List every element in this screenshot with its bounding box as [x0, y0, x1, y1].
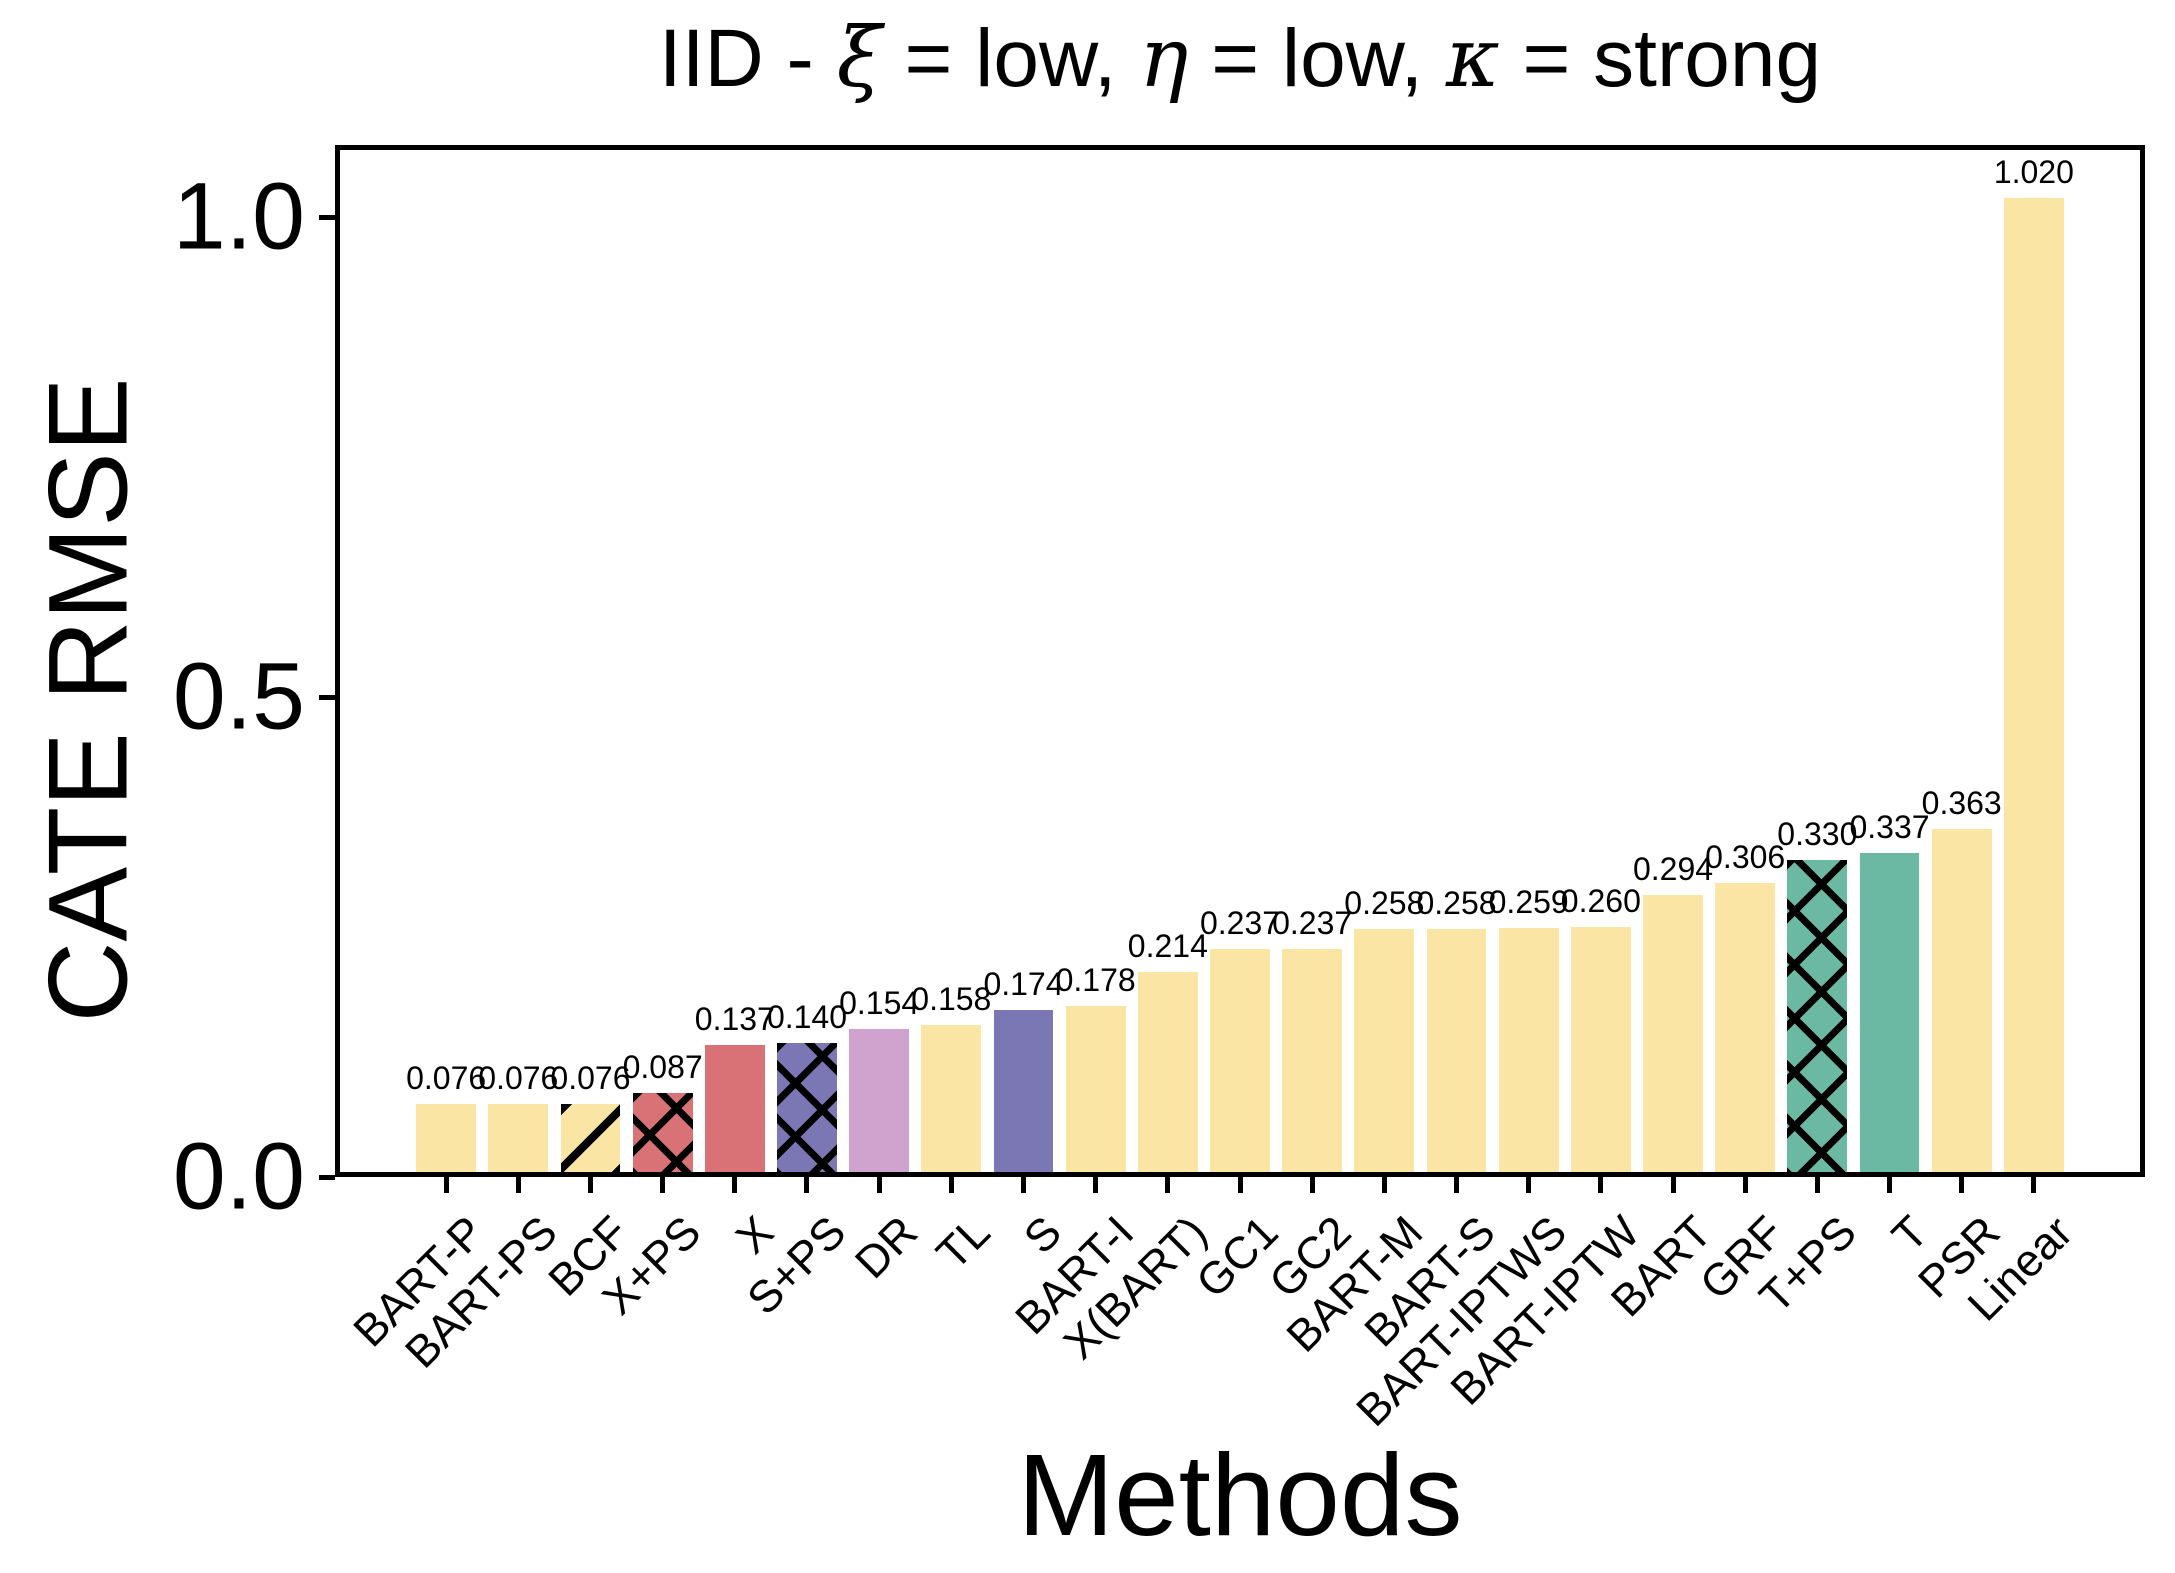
- title-text: = low,: [1188, 13, 1446, 104]
- bar-value-label: 0.178: [1055, 962, 1136, 999]
- bar-GC2: [1282, 949, 1343, 1177]
- bar-S+PS: [777, 1042, 837, 1177]
- x-tick: [2031, 1177, 2037, 1193]
- bar-value-label: 1.020: [1993, 153, 2074, 190]
- y-tick-label: 1.0: [172, 163, 305, 270]
- x-tick-label: DR: [845, 1206, 928, 1289]
- x-tick: [948, 1177, 954, 1193]
- x-tick: [1814, 1177, 1820, 1193]
- bar-value-label: 0.294: [1632, 850, 1714, 887]
- bar-value-label: 0.237: [1272, 905, 1353, 942]
- x-tick: [1742, 1177, 1748, 1193]
- y-tick: [319, 1174, 335, 1180]
- bar-value-label: 0.258: [1344, 885, 1425, 922]
- x-tick: [1598, 1177, 1604, 1193]
- bar-BART-P: [416, 1104, 477, 1177]
- title-text: = strong: [1499, 13, 1822, 104]
- bar-value-label: 0.259: [1488, 884, 1569, 921]
- bar-value-label: 0.306: [1705, 839, 1786, 876]
- bar-T: [1859, 853, 1920, 1177]
- y-tick-label: 0.5: [172, 643, 305, 750]
- bar-value-label: 0.260: [1560, 883, 1641, 920]
- y-tick: [319, 694, 335, 700]
- x-tick: [1020, 1177, 1026, 1193]
- bar-PSR: [1931, 828, 1992, 1177]
- bar-value-label: 0.137: [694, 1001, 775, 1038]
- bar-value-label: 0.076: [550, 1060, 631, 1097]
- y-axis-label: CATE RMSE: [25, 377, 151, 1023]
- x-tick: [515, 1177, 521, 1193]
- bar-value-label: 0.363: [1921, 784, 2002, 821]
- bar-DR: [849, 1029, 910, 1177]
- bar-T+PS: [1787, 860, 1848, 1177]
- bar-value-label: 0.337: [1849, 809, 1930, 846]
- y-tick-label: 0.0: [172, 1123, 305, 1230]
- bar-BART-IPTWS: [1498, 928, 1559, 1177]
- x-tick: [1887, 1177, 1893, 1193]
- x-tick: [1309, 1177, 1315, 1193]
- bar-BART-I: [1065, 1006, 1126, 1177]
- x-tick: [876, 1177, 882, 1193]
- x-tick: [660, 1177, 666, 1193]
- bar-value-label: 0.330: [1777, 816, 1858, 853]
- bar-BART: [1643, 894, 1703, 1177]
- x-tick: [1093, 1177, 1099, 1193]
- bar-value-label: 0.237: [1199, 905, 1281, 942]
- bar-BCF: [560, 1104, 621, 1177]
- plot-area: [335, 145, 2145, 1177]
- title-greek-letter: κ: [1445, 11, 1500, 106]
- bar-BART-PS: [488, 1104, 549, 1177]
- bar-value-label: 0.087: [622, 1049, 703, 1086]
- bar-value-label: 0.258: [1416, 885, 1497, 922]
- bar-Linear: [2003, 197, 2064, 1177]
- title-greek-letter: η: [1139, 11, 1189, 106]
- x-tick: [732, 1177, 738, 1193]
- bar-value-label: 0.154: [839, 985, 920, 1022]
- x-tick: [804, 1177, 810, 1193]
- y-tick: [319, 214, 335, 220]
- bar-S: [993, 1009, 1054, 1177]
- bar-value-label: 0.158: [911, 981, 992, 1018]
- bar-BART-IPTW: [1570, 927, 1631, 1177]
- x-tick-label: TL: [926, 1206, 1000, 1280]
- x-tick: [1959, 1177, 1965, 1193]
- bar-value-label: 0.140: [766, 998, 848, 1035]
- x-tick: [587, 1177, 593, 1193]
- bar-X: [704, 1045, 765, 1177]
- bar-value-label: 0.076: [478, 1060, 559, 1097]
- bar-BART-S: [1426, 929, 1487, 1177]
- chart-title: IID - ξ = low, η = low, κ = strong: [335, 11, 2145, 106]
- bar-value-label: 0.076: [406, 1060, 487, 1097]
- bar-GRF: [1715, 883, 1776, 1177]
- bar-X(BART): [1137, 971, 1198, 1177]
- bar-value-label: 0.174: [983, 965, 1064, 1002]
- bar-BART-M: [1354, 929, 1415, 1177]
- x-tick: [1381, 1177, 1387, 1193]
- bar-TL: [921, 1025, 982, 1177]
- title-text: IID -: [658, 13, 837, 104]
- bar-value-label: 0.214: [1127, 927, 1208, 964]
- bar-X+PS: [632, 1093, 693, 1177]
- x-tick: [1165, 1177, 1171, 1193]
- x-tick: [443, 1177, 449, 1193]
- x-tick: [1670, 1177, 1676, 1193]
- x-tick: [1237, 1177, 1243, 1193]
- x-tick: [1454, 1177, 1459, 1193]
- bar-GC1: [1210, 949, 1270, 1177]
- x-axis-label: Methods: [1017, 1430, 1463, 1560]
- title-greek-letter: ξ: [836, 11, 882, 106]
- x-tick: [1526, 1177, 1532, 1193]
- title-text: = low,: [881, 13, 1140, 104]
